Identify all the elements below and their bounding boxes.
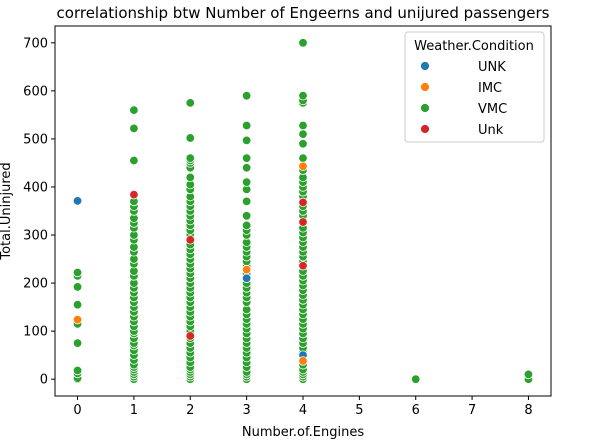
x-tick-label: 7 — [468, 403, 476, 418]
x-tick-label: 2 — [186, 403, 194, 418]
data-point-vmc — [241, 196, 252, 207]
y-tick-label: 500 — [23, 132, 48, 147]
data-point-imc — [298, 161, 308, 172]
data-point-vmc — [241, 211, 252, 221]
data-point-vmc — [72, 282, 83, 292]
data-point-vmc — [523, 369, 534, 380]
data-point-unk — [241, 273, 252, 283]
data-point-unk — [298, 197, 308, 208]
data-point-vmc — [241, 135, 252, 146]
legend-title: Weather.Condition — [414, 39, 534, 54]
data-point-unk — [298, 217, 308, 227]
y-tick-label: 600 — [23, 84, 48, 99]
data-point-vmc — [298, 120, 308, 131]
legend-box — [404, 31, 545, 143]
data-point-imc — [72, 314, 83, 325]
y-tick-label: 200 — [23, 277, 48, 292]
x-tick-label: 4 — [299, 403, 307, 418]
data-point-vmc — [298, 153, 308, 163]
data-point-unk — [129, 189, 139, 200]
data-point-vmc — [72, 365, 83, 376]
data-point-vmc — [298, 139, 308, 149]
data-point-vmc — [241, 153, 252, 163]
x-tick-label: 6 — [412, 403, 420, 418]
data-point-vmc — [129, 123, 139, 134]
data-point-vmc — [72, 300, 83, 310]
data-point-vmc — [72, 267, 83, 278]
x-axis-ticks: 0 1 2 3 4 5 6 7 8 — [73, 396, 533, 418]
data-point-vmc — [185, 172, 195, 183]
y-axis-ticks: 0 100 200 300 400 500 600 700 — [23, 36, 55, 388]
y-axis-label: Total.Uninjured — [0, 162, 14, 260]
legend-label-unk: Unk — [478, 123, 504, 138]
legend-label-unk: UNK — [478, 60, 506, 75]
y-tick-label: 400 — [23, 180, 48, 195]
legend-label-imc: IMC — [478, 81, 502, 96]
y-tick-label: 300 — [23, 229, 48, 244]
legend-marker-unk — [420, 61, 430, 71]
x-axis-label: Number.of.Engines — [242, 425, 364, 440]
x-tick-label: 8 — [524, 403, 532, 418]
data-point-vmc — [241, 177, 252, 187]
data-point-unk — [72, 196, 83, 206]
data-point-vmc — [298, 90, 308, 101]
points-layer — [72, 38, 534, 384]
legend-items: UNK IMC VMC Unk — [420, 60, 507, 138]
data-point-vmc — [241, 120, 252, 131]
data-point-vmc — [241, 163, 252, 173]
data-point-unk — [298, 261, 308, 271]
legend-marker-unk — [420, 124, 430, 134]
legend-label-vmc: VMC — [478, 102, 507, 117]
y-tick-label: 100 — [23, 325, 48, 340]
data-point-vmc — [185, 98, 195, 108]
data-point-vmc — [185, 133, 195, 143]
data-point-vmc — [129, 155, 139, 166]
data-point-vmc — [185, 153, 195, 163]
data-point-imc — [298, 356, 308, 366]
data-point-unk — [185, 331, 195, 341]
legend-marker-imc — [420, 82, 430, 92]
data-point-unk — [185, 235, 195, 245]
data-point-vmc — [72, 338, 83, 348]
data-point-vmc — [241, 220, 252, 231]
data-point-vmc — [298, 38, 308, 48]
x-tick-label: 3 — [242, 403, 250, 418]
data-point-vmc — [298, 129, 308, 139]
x-tick-label: 0 — [73, 403, 81, 418]
data-point-imc — [241, 264, 252, 275]
data-point-vmc — [241, 90, 252, 101]
chart-title: correlationship btw Number of Engeerns a… — [57, 4, 550, 22]
legend-marker-vmc — [420, 103, 430, 113]
legend: Weather.Condition UNK IMC VMC Unk — [404, 31, 545, 143]
x-tick-label: 1 — [130, 403, 138, 418]
y-tick-label: 700 — [23, 36, 48, 51]
data-point-vmc — [129, 105, 139, 115]
data-point-vmc — [411, 374, 421, 384]
y-tick-label: 0 — [40, 373, 48, 388]
x-tick-label: 5 — [355, 403, 363, 418]
